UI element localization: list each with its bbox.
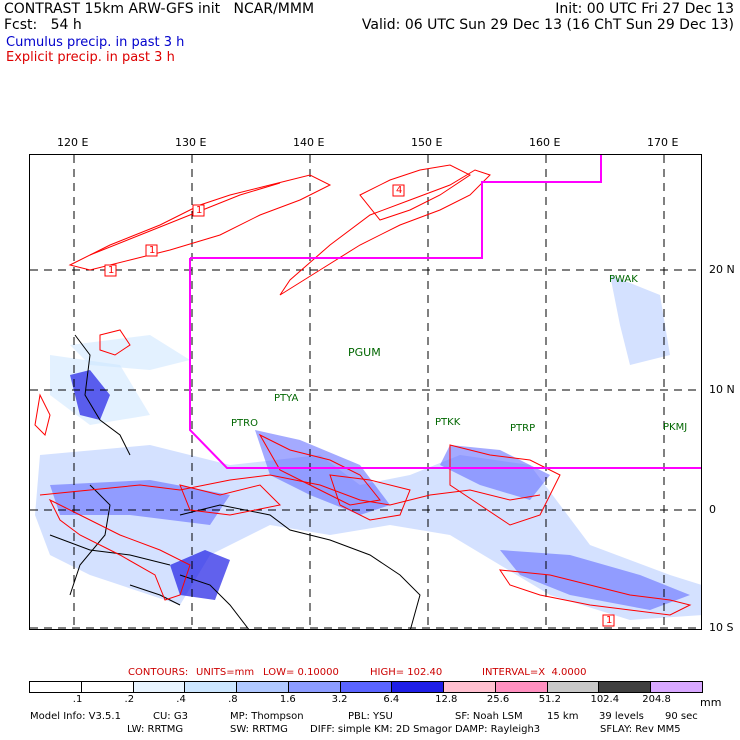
lon-label: 140 E [293, 136, 325, 149]
colorbar-tick-label: 3.2 [331, 694, 348, 705]
colorbar-tick-label: .4 [176, 694, 186, 705]
station-label: PTRP [510, 423, 536, 434]
forecast-hour: Fcst: 54 h [4, 17, 82, 33]
footer-sflay: SFLAY: Rev MM5 [600, 724, 681, 735]
explicit-precip-contours [34, 164, 692, 616]
footer-model-info: Model Info: V3.5.1 [30, 711, 121, 722]
colorbar-segment [546, 681, 600, 693]
lon-label: 120 E [57, 136, 89, 149]
lat-label: 20 N [709, 263, 735, 276]
colorbar-tick-label: .8 [228, 694, 238, 705]
colorbar-segment [494, 681, 548, 693]
contours-high: HIGH= 102.40 [370, 667, 443, 678]
lat-label: 10 N [709, 383, 735, 396]
nested-domain-outline [189, 155, 701, 469]
colorbar-tick-label: 102.4 [590, 694, 620, 705]
colorbar-tick-label: 204.8 [642, 694, 671, 705]
footer-diff: DIFF: simple KM: 2D Smagor DAMP: Rayleig… [310, 724, 541, 735]
station-label: PKMJ [663, 422, 688, 433]
cumulus-shading [35, 275, 701, 620]
lon-label: 170 E [647, 136, 679, 149]
colorbar-segment [80, 681, 134, 693]
colorbar-tick-label: 1.6 [279, 694, 296, 705]
box-label: 1 [196, 205, 203, 216]
model-title: CONTRAST 15km ARW-GFS init NCAR/MMM [4, 1, 315, 17]
colorbar-tick-label: .2 [124, 694, 135, 705]
lon-label: 150 E [411, 136, 443, 149]
station-label: PGUM [348, 346, 381, 359]
colorbar-segment [29, 681, 82, 693]
station-label: PTYA [274, 393, 299, 404]
box-label: 1 [149, 245, 156, 256]
footer-lw: LW: RRTMG [127, 724, 184, 735]
footer-sf: SF: Noah LSM [455, 711, 523, 722]
colorbar-segment [236, 681, 289, 693]
station-label: PTRO [231, 418, 258, 429]
cumulus-legend: Cumulus precip. in past 3 h [6, 35, 185, 50]
lon-label: 160 E [529, 136, 561, 149]
valid-time: Valid: 06 UTC Sun 29 Dec 13 (16 ChT Sun … [361, 17, 734, 33]
colorbar-segment [339, 681, 393, 693]
footer-timestep: 90 sec [665, 711, 698, 722]
contours-low: LOW= 0.10000 [263, 667, 339, 678]
init-time: Init: 00 UTC Fri 27 Dec 13 [555, 1, 734, 17]
contours-units: UNITS=mm [196, 667, 255, 678]
coastline [49, 334, 421, 629]
contours-interval: INTERVAL=X 4.0000 [482, 667, 587, 678]
footer-sw: SW: RRTMG [230, 724, 288, 735]
colorbar-tick-label: .1 [72, 694, 83, 705]
colorbar-segment [132, 681, 186, 693]
colorbar-tick-label: 25.6 [486, 694, 510, 705]
station-label: PWAK [609, 274, 638, 285]
box-label: 1 [108, 265, 115, 276]
contours-label: CONTOURS: [128, 667, 189, 678]
lon-label: 130 E [175, 136, 207, 149]
colorbar-segment [598, 681, 652, 693]
colorbar-segment [650, 681, 703, 693]
colorbar-segment [391, 681, 445, 693]
station-label: PTKK [435, 417, 461, 428]
footer-mp: MP: Thompson [230, 711, 304, 722]
footer-levels: 39 levels [599, 711, 644, 722]
footer-resolution: 15 km [547, 711, 579, 722]
footer-pbl: PBL: YSU [348, 711, 393, 722]
max-value-boxes [104, 184, 615, 627]
footer-cu: CU: G3 [153, 711, 188, 722]
lat-lon-grid [30, 155, 701, 629]
precip-map: 1 1 1 4 1 PWAK PGUM PTYA PTRO PTKK PTRP … [29, 154, 702, 630]
map-canvas [30, 155, 701, 629]
colorbar-tick-label: 51.2 [538, 694, 561, 705]
box-label: 4 [396, 185, 403, 196]
box-label: 1 [606, 615, 613, 626]
lat-label: 10 S [709, 621, 734, 634]
colorbar-unit: mm [700, 696, 722, 709]
colorbar-segment [287, 681, 341, 693]
colorbar-tick-label: 6.4 [383, 694, 400, 705]
colorbar-segment [184, 681, 238, 693]
explicit-legend: Explicit precip. in past 3 h [6, 50, 175, 65]
colorbar-segment [443, 681, 496, 693]
colorbar-tick-label: 12.8 [435, 694, 458, 705]
lat-label: 0 [709, 503, 716, 516]
